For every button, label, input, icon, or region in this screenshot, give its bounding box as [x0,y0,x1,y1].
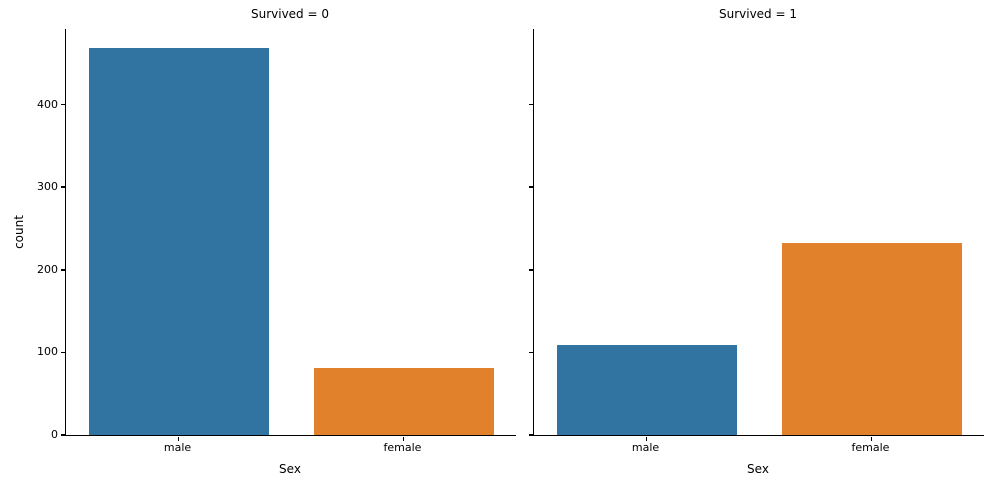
plot-area-survived-0: 0 100 200 300 400 [37,29,516,441]
x-tick-mark [645,436,648,441]
y-tick-mark [60,186,65,188]
x-tick-label-male: male [163,441,192,454]
x-tick-label-female: female [851,441,890,454]
bar-male-survived-0 [88,48,269,435]
y-tick-mark [60,269,65,271]
y-tick-label: 200 [37,262,58,276]
y-tick-label: 300 [37,180,58,194]
y-tick-mark [528,351,533,354]
y-tick-label: 0 [51,428,58,441]
x-tick-mark [402,436,405,441]
facet-title-survived-1: Survived = 1 [718,7,797,21]
x-axis-label: Sex [747,462,769,476]
y-tick-mark [60,351,65,354]
y-tick-label: 400 [37,97,58,111]
bar-female-survived-0 [313,368,494,435]
x-tick-label-female: female [383,441,422,454]
y-tick-mark [528,186,533,188]
bar-male-survived-1 [556,344,737,435]
facet-title-survived-0: Survived = 0 [250,7,329,21]
x-tick-mark [870,436,873,441]
facet-survived-1: Survived = 1 male female Sex [528,0,984,489]
y-tick-mark [528,103,533,106]
x-axis-label: Sex [279,462,301,476]
y-tick-mark [528,434,533,436]
y-tick-mark [528,269,533,271]
facet-survived-0: Survived = 0 0 100 200 300 400 male female S… [37,0,516,489]
x-tick-label-male: male [631,441,660,454]
y-tick-mark [60,434,65,436]
x-tick-mark [177,436,180,441]
bar-female-survived-1 [781,242,962,435]
y-axis-label: count [12,215,26,249]
y-tick-mark [60,103,65,106]
plot-area-survived-1 [528,29,984,441]
y-tick-label: 100 [37,345,58,359]
